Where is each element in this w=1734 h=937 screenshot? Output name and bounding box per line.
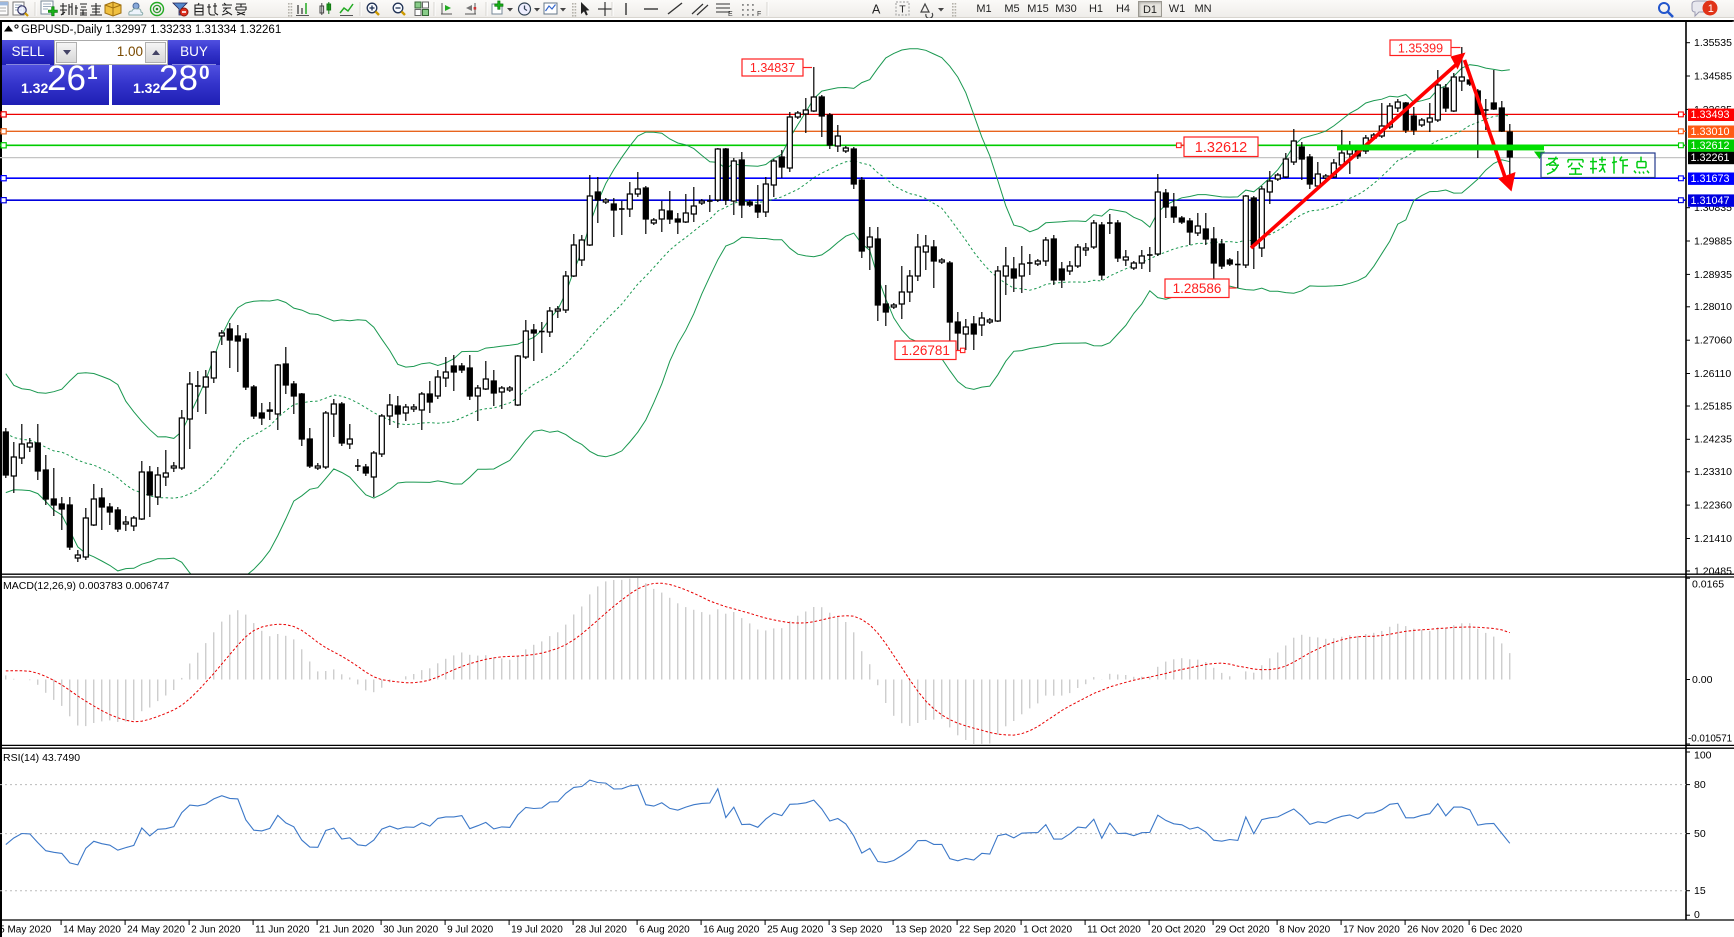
- svg-text:24 May 2020: 24 May 2020: [127, 925, 185, 936]
- svg-text:26 Nov 2020: 26 Nov 2020: [1407, 925, 1464, 936]
- svg-text:3 Sep 2020: 3 Sep 2020: [831, 925, 883, 936]
- svg-text:1.34837: 1.34837: [750, 61, 795, 75]
- svg-text:20 Oct 2020: 20 Oct 2020: [1151, 925, 1206, 936]
- svg-text:1.31673: 1.31673: [1691, 173, 1730, 185]
- svg-text:13 Sep 2020: 13 Sep 2020: [895, 925, 952, 936]
- svg-text:8 Nov 2020: 8 Nov 2020: [1279, 925, 1331, 936]
- svg-text:1.29885: 1.29885: [1694, 235, 1732, 247]
- svg-text:0.00: 0.00: [1692, 674, 1713, 686]
- svg-text:1.20485: 1.20485: [1694, 565, 1732, 577]
- svg-text:9 Jul 2020: 9 Jul 2020: [447, 925, 494, 936]
- svg-text:16 Aug 2020: 16 Aug 2020: [703, 925, 760, 936]
- svg-text:1.32261: 1.32261: [1691, 152, 1730, 164]
- svg-text:1.35535: 1.35535: [1694, 37, 1732, 49]
- svg-text:1.33493: 1.33493: [1691, 109, 1730, 121]
- svg-text:29 Oct 2020: 29 Oct 2020: [1215, 925, 1270, 936]
- svg-text:2 Jun 2020: 2 Jun 2020: [191, 925, 241, 936]
- svg-text:GBPUSD-,Daily 1.32997 1.33233: GBPUSD-,Daily 1.32997 1.33233 1.31334 1.…: [21, 24, 281, 36]
- svg-text:11 Jun 2020: 11 Jun 2020: [255, 925, 310, 936]
- svg-text:1.28010: 1.28010: [1694, 301, 1732, 313]
- svg-text:1.26110: 1.26110: [1694, 368, 1731, 380]
- svg-text:28 Jul 2020: 28 Jul 2020: [575, 925, 627, 936]
- svg-text:1.28586: 1.28586: [1173, 281, 1222, 296]
- svg-text:100: 100: [1694, 750, 1712, 762]
- svg-text:22 Sep 2020: 22 Sep 2020: [959, 925, 1016, 936]
- svg-text:T: T: [899, 4, 906, 16]
- svg-text:1.32612: 1.32612: [1195, 140, 1247, 156]
- svg-text:1.34585: 1.34585: [1694, 70, 1732, 82]
- svg-text:1.24235: 1.24235: [1694, 434, 1732, 446]
- svg-text:1 Oct 2020: 1 Oct 2020: [1023, 925, 1072, 936]
- svg-text:17 Nov 2020: 17 Nov 2020: [1343, 925, 1400, 936]
- svg-text:-0.010571: -0.010571: [1688, 734, 1732, 745]
- svg-text:1.35399: 1.35399: [1398, 41, 1443, 55]
- svg-text:MACD(12,26,9) 0.003783 0.00674: MACD(12,26,9) 0.003783 0.006747: [3, 580, 170, 592]
- svg-text:A: A: [872, 3, 881, 17]
- svg-text:1.23310: 1.23310: [1694, 466, 1732, 478]
- svg-text:21 Jun 2020: 21 Jun 2020: [319, 925, 374, 936]
- svg-text:25 Aug 2020: 25 Aug 2020: [767, 925, 824, 936]
- svg-text:6 Dec 2020: 6 Dec 2020: [1471, 925, 1523, 936]
- svg-text:19 Jul 2020: 19 Jul 2020: [511, 925, 563, 936]
- svg-text:14 May 2020: 14 May 2020: [63, 925, 121, 936]
- svg-text:30 Jun 2020: 30 Jun 2020: [383, 925, 438, 936]
- svg-text:1.22360: 1.22360: [1694, 500, 1732, 512]
- svg-text:5 May 2020: 5 May 2020: [0, 925, 52, 936]
- svg-text:0.0165: 0.0165: [1692, 579, 1724, 591]
- svg-text:1.33010: 1.33010: [1691, 126, 1730, 138]
- svg-text:1: 1: [1708, 3, 1714, 15]
- svg-text:F: F: [757, 11, 761, 18]
- svg-text:E: E: [728, 11, 733, 18]
- svg-text:6 Aug 2020: 6 Aug 2020: [639, 925, 690, 936]
- svg-text:15: 15: [1694, 885, 1706, 897]
- svg-text:0: 0: [1694, 909, 1700, 921]
- svg-text:1.21410: 1.21410: [1694, 533, 1732, 545]
- svg-text:1.26781: 1.26781: [901, 343, 950, 358]
- svg-text:80: 80: [1694, 779, 1706, 791]
- svg-text:1.31047: 1.31047: [1691, 195, 1730, 207]
- svg-text:11 Oct 2020: 11 Oct 2020: [1087, 925, 1141, 936]
- svg-text:1.32612: 1.32612: [1691, 140, 1730, 152]
- svg-text:1.28935: 1.28935: [1694, 269, 1732, 281]
- svg-text:50: 50: [1694, 828, 1706, 840]
- svg-text:1.25185: 1.25185: [1694, 400, 1732, 412]
- svg-text:1.27060: 1.27060: [1694, 335, 1732, 347]
- svg-text:RSI(14) 43.7490: RSI(14) 43.7490: [3, 752, 80, 764]
